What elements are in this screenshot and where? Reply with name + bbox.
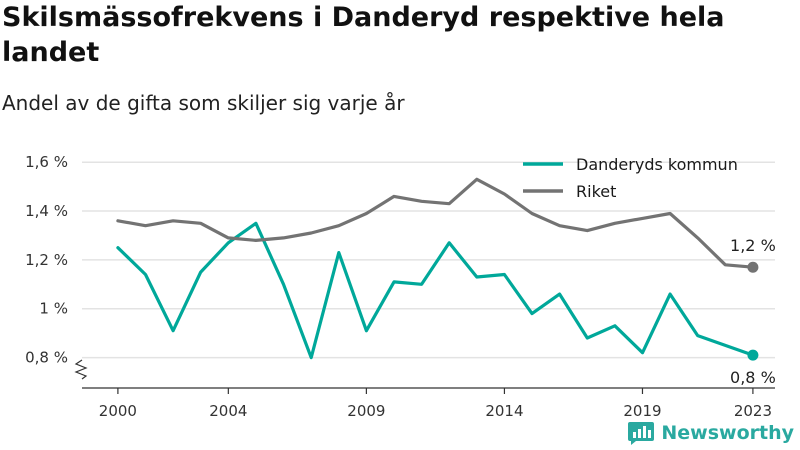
axis-break-icon bbox=[74, 359, 88, 380]
series-line-riket bbox=[116, 177, 755, 269]
end-label-danderyd: 0,8 % bbox=[730, 368, 776, 387]
x-tick-label: 2014 bbox=[485, 402, 523, 420]
chart-subtitle: Andel av de gifta som skiljer sig varje … bbox=[2, 91, 405, 115]
x-tick-label: 2004 bbox=[209, 402, 247, 420]
gridlines bbox=[82, 161, 775, 359]
end-point-danderyd bbox=[747, 349, 759, 361]
series-line-danderyd bbox=[116, 221, 755, 360]
legend-label-danderyd: Danderyds kommun bbox=[576, 155, 738, 174]
legend-label-riket: Riket bbox=[576, 182, 616, 201]
legend: Danderyds kommun Riket bbox=[523, 155, 738, 201]
end-point-riket bbox=[747, 261, 759, 273]
y-tick-label: 0,8 % bbox=[25, 349, 68, 367]
newsworthy-brand-name: Newsworthy bbox=[661, 422, 794, 444]
newsworthy-logo-icon bbox=[628, 422, 655, 445]
x-axis: 2000 2004 2009 2014 2019 2023 bbox=[82, 387, 775, 420]
y-tick-label: 1,2 % bbox=[25, 251, 68, 269]
chart-title: Skilsmässofrekvens i Danderyd respektive… bbox=[2, 2, 725, 68]
y-tick-label: 1,6 % bbox=[25, 153, 68, 171]
series-lines: 0,8 % 1,2 % bbox=[116, 177, 776, 387]
y-tick-label: 1 % bbox=[39, 300, 68, 318]
y-tick-label: 1,4 % bbox=[25, 202, 68, 220]
x-tick-label: 2000 bbox=[99, 402, 137, 420]
x-tick-label: 2023 bbox=[734, 402, 772, 420]
end-label-riket: 1,2 % bbox=[730, 236, 776, 255]
newsworthy-logo: Newsworthy bbox=[627, 420, 794, 446]
x-tick-label: 2019 bbox=[623, 402, 661, 420]
x-tick-label: 2009 bbox=[347, 402, 385, 420]
y-axis: 0,8 % 1 % 1,2 % 1,4 % 1,6 % bbox=[25, 153, 88, 380]
